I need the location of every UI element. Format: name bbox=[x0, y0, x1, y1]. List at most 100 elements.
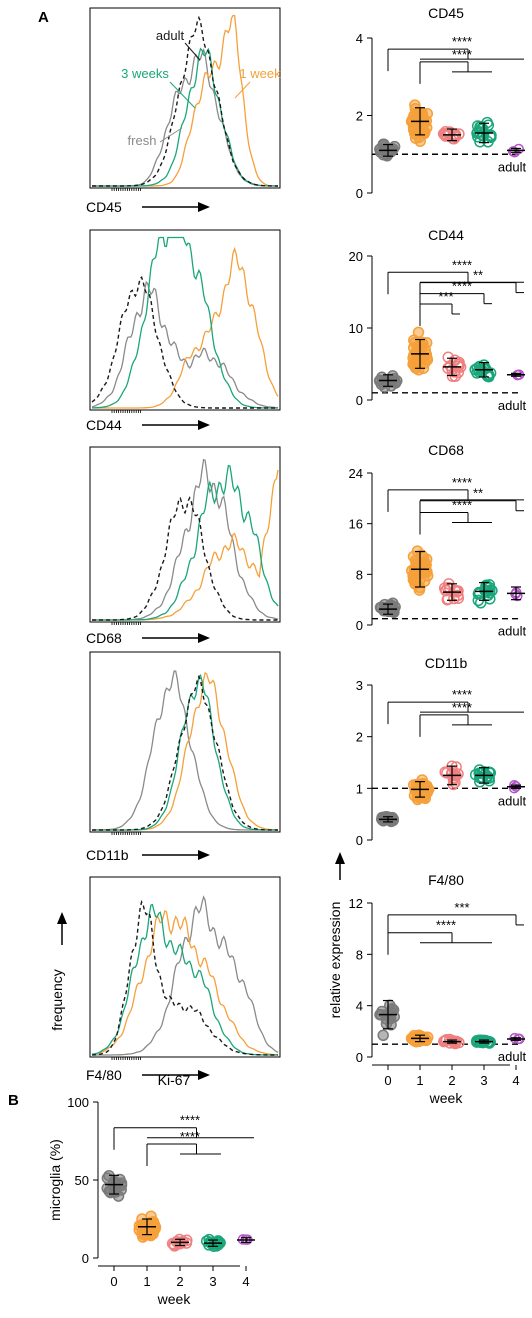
y-tick-label: 0 bbox=[356, 833, 363, 848]
legend-adult: adult bbox=[156, 28, 185, 43]
y-tick-label: 0 bbox=[356, 618, 363, 633]
adult-label: adult bbox=[498, 398, 527, 413]
histogram-marker-label: CD11b bbox=[86, 847, 129, 863]
arrow-head bbox=[198, 1070, 210, 1080]
data-point bbox=[442, 351, 454, 364]
data-point bbox=[485, 129, 497, 142]
histogram-curve-week1 bbox=[92, 14, 278, 187]
histogram-curve-week1 bbox=[92, 671, 278, 831]
x-tick-label: 0 bbox=[384, 1073, 391, 1088]
data-point bbox=[449, 370, 462, 383]
histogram-marker-label: F4/80 bbox=[86, 1067, 122, 1083]
histogram-curve-week3 bbox=[91, 903, 278, 1056]
data-point bbox=[377, 1029, 389, 1042]
significance-label: **** bbox=[436, 918, 456, 933]
y-tick-label: 8 bbox=[356, 947, 363, 962]
data-point bbox=[442, 593, 454, 605]
y-tick-label: 1 bbox=[356, 781, 363, 796]
data-point bbox=[204, 1236, 216, 1248]
histogram-curve-adult bbox=[91, 275, 278, 409]
x-axis-title: week bbox=[157, 1291, 192, 1307]
legend-week3: 3 weeks bbox=[121, 66, 169, 81]
scatter-panel-6: Ki-67 0 50 100 ******** 0 1 2 3 4 week microglia (%… bbox=[47, 1072, 255, 1307]
significance-label: *** bbox=[438, 289, 453, 304]
significance-label: **** bbox=[452, 497, 472, 512]
legend-week1: 1 week bbox=[239, 66, 281, 81]
significance-label: **** bbox=[452, 700, 472, 715]
histogram-curve-fresh bbox=[92, 458, 279, 621]
data-point bbox=[448, 592, 460, 605]
chart-title: CD44 bbox=[428, 227, 464, 243]
legend-fresh: fresh bbox=[128, 133, 157, 148]
y-tick-label: 2 bbox=[356, 730, 363, 745]
histogram-curve-adult bbox=[92, 674, 278, 831]
histogram-curve-week3 bbox=[92, 236, 278, 409]
panel-label-a: A bbox=[38, 9, 49, 26]
histogram-marker-label: CD44 bbox=[86, 417, 122, 433]
relative-expression-arrow-head bbox=[335, 852, 345, 864]
relative-expression-label: relative expression bbox=[327, 902, 343, 1019]
data-point bbox=[439, 584, 452, 597]
x-tick-label: 2 bbox=[448, 1073, 455, 1088]
x-tick-label: 1 bbox=[416, 1073, 423, 1088]
histogram-frame bbox=[89, 651, 281, 833]
histogram-panel-1: CD45 bbox=[86, 7, 281, 215]
data-point bbox=[114, 1173, 126, 1186]
histogram-panel-5: F4/80 bbox=[86, 876, 281, 1083]
significance-label: ** bbox=[473, 486, 483, 501]
legend-pointer bbox=[234, 81, 251, 99]
data-point bbox=[385, 376, 397, 388]
data-point bbox=[174, 1237, 187, 1250]
x-tick-label: 4 bbox=[512, 1073, 519, 1088]
histogram-panel-4: CD11b bbox=[86, 651, 281, 863]
y-tick-label: 100 bbox=[67, 1095, 89, 1110]
data-point bbox=[449, 131, 462, 143]
histogram-curve-fresh bbox=[91, 280, 279, 409]
x-tick-label: 0 bbox=[110, 1274, 117, 1289]
y-tick-label: 8 bbox=[356, 567, 363, 582]
arrow-head bbox=[198, 202, 210, 212]
data-point bbox=[475, 120, 487, 133]
data-point bbox=[439, 766, 451, 778]
data-point bbox=[420, 121, 433, 134]
histogram-frame bbox=[89, 229, 281, 411]
data-point bbox=[147, 1224, 159, 1237]
chart-title: CD68 bbox=[428, 442, 464, 458]
data-point bbox=[482, 119, 495, 131]
scatter-panel-4: CD11b 0 1 2 3 adult ******** bbox=[356, 655, 527, 848]
histogram-panel-3: CD68 bbox=[86, 446, 281, 646]
y-tick-label: 4 bbox=[356, 31, 363, 46]
arrow-head bbox=[198, 633, 210, 643]
adult-label: adult bbox=[498, 793, 527, 808]
histogram-curve-week1 bbox=[92, 246, 279, 409]
y-tick-label: 24 bbox=[349, 466, 363, 481]
significance-label: *** bbox=[454, 900, 469, 915]
adult-label: adult bbox=[498, 1049, 527, 1064]
histogram-frame bbox=[89, 876, 281, 1058]
data-point bbox=[484, 593, 496, 605]
chart-title: F4/80 bbox=[428, 872, 464, 888]
data-point bbox=[409, 555, 422, 567]
significance-label: **** bbox=[452, 279, 472, 294]
data-point bbox=[417, 790, 430, 803]
y-tick-label: 0 bbox=[356, 1050, 363, 1065]
histogram-curve-adult bbox=[92, 496, 278, 621]
y-tick-label: 16 bbox=[349, 517, 363, 532]
histogram-curve-adult bbox=[92, 900, 278, 1056]
x-tick-label: 4 bbox=[242, 1274, 249, 1289]
y-tick-label: 50 bbox=[75, 1173, 89, 1188]
y-tick-label: 12 bbox=[349, 896, 363, 911]
chart-title: Ki-67 bbox=[158, 1072, 191, 1088]
data-point bbox=[439, 1035, 451, 1047]
y-tick-label: 20 bbox=[349, 249, 363, 264]
data-point bbox=[384, 999, 396, 1012]
significance-label: **** bbox=[452, 257, 472, 272]
legend-pointer bbox=[159, 127, 183, 143]
y-tick-label: 4 bbox=[356, 999, 363, 1014]
legend-pointer bbox=[184, 42, 201, 61]
x-axis-title: week bbox=[429, 1090, 464, 1106]
